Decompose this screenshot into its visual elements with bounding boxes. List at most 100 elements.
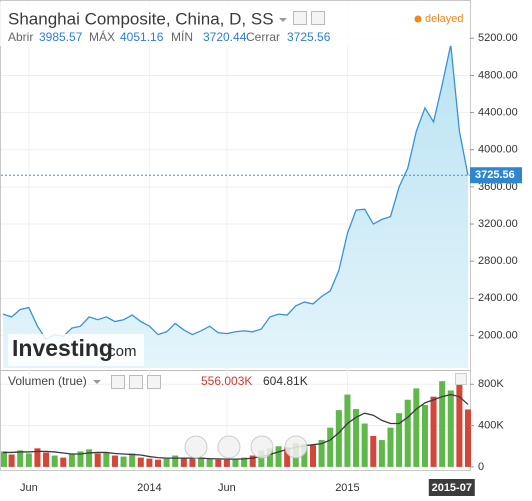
volume-bar [43,452,50,467]
y-tick-label: 3600.00 [478,181,518,193]
y-tick-label: 2000.00 [478,329,518,341]
volume-bar [232,458,239,467]
volume-bar [60,457,67,467]
volume-bar [301,444,308,467]
price-line [2,44,469,341]
price-panel [1,44,470,368]
close-icon[interactable] [311,11,325,25]
zoom-button[interactable] [284,435,308,459]
close-box [470,167,522,184]
volume-bar [335,410,342,467]
volume-bar [180,457,187,467]
x-tick-label: 2015 [335,482,359,494]
volume-bar [51,455,58,467]
y-tick-label: 4400.00 [478,106,518,118]
volume-bar [103,452,110,467]
x-label-box [428,479,475,496]
volume-bar [404,399,411,467]
open-label: Abrir [8,30,33,44]
volume-bar [370,435,377,467]
volume-bar [344,394,351,467]
watermark-suffix: .com [104,343,137,360]
volume-bar [223,459,230,467]
volume-bar [413,388,420,467]
volume-bar [421,404,428,467]
volume-bar [447,390,454,467]
volume-bar [215,459,222,467]
volume-ma-line [3,393,469,460]
volume-bar [111,455,118,467]
volume-bar [430,396,437,467]
volume-readout: 556.003K [201,374,252,388]
y-tick-label: 0 [478,461,484,473]
volume-panel [1,381,472,467]
volume-bar [275,446,282,467]
volume-bar [318,440,325,467]
volume-title: Volumen (true) [8,374,87,388]
volume-bar [129,453,136,467]
volume-icon[interactable] [111,375,125,389]
y-tick-label: 4800.00 [478,69,518,81]
volume-dropdown[interactable] [93,380,101,384]
watermark-brand: Investing [12,335,113,361]
volume-bar [241,457,248,467]
chart-title: Shanghai Composite, China, D, SS [8,9,274,28]
volume-bar [353,409,360,467]
volume-bar [172,455,179,467]
header-bg [0,2,468,46]
high-value: 4051.16 [120,30,164,44]
volume-bar [439,381,446,467]
title-dropdown[interactable] [279,18,287,22]
high-label: MÁX [89,29,115,44]
volume-bar [396,413,403,467]
close-value: 3725.56 [287,30,331,44]
volume-bar [8,454,15,467]
volume-icon[interactable] [147,375,161,389]
y-tick-label: 800K [478,378,504,390]
volume-bar [258,450,265,467]
watermark-bg [8,334,144,366]
volume-bar [327,427,334,467]
volume-icon[interactable] [129,375,143,389]
volume-bar [198,457,205,467]
volume-bar [146,458,153,467]
volume-ma-readout: 604.81K [263,374,308,388]
volume-bar [120,456,127,467]
close-price-label: 3725.56 [475,169,515,181]
volume-bar [77,451,84,467]
panel-toggle[interactable] [455,373,467,385]
volume-bar [456,382,463,467]
y-tick-label: 2400.00 [478,292,518,304]
y-tick-label: 400K [478,419,504,431]
x-tick-label: 2015-07 [432,482,472,494]
volume-bar [17,450,24,467]
delayed-dot [414,15,422,23]
volume-bar [1,451,8,467]
y-tick-label: 4000.00 [478,144,518,156]
open-value: 3985.57 [39,30,83,44]
volume-bar [284,447,291,467]
volume-bar [137,457,144,467]
volume-bar [361,423,368,467]
volume-bar [163,458,170,467]
volume-bar [206,458,213,467]
y-tick-label: 5200.00 [478,32,518,44]
delayed-label: delayed [425,13,464,25]
y-tick-label: 3200.00 [478,218,518,230]
zoom-button[interactable] [250,435,274,459]
x-tick-label: 2014 [137,482,161,494]
zoom-button[interactable] [184,435,208,459]
low-label: MÍN [171,29,193,44]
x-tick-label: Jun [20,482,38,494]
low-value: 3720.44 [203,30,247,44]
volume-bar [387,427,394,467]
zoom-button[interactable] [217,435,241,459]
volume-bar [25,453,32,467]
volume-bar [249,455,256,467]
axes: 2000.00 2400.00 2800.00 3200.00 3600.00 4000.… [20,32,522,496]
price-area [3,44,468,368]
settings-icon[interactable] [293,11,307,25]
volume-bar [266,448,273,467]
x-tick-label: Jun [218,482,236,494]
